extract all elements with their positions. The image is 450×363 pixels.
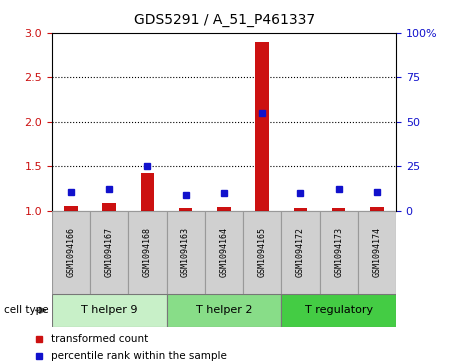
Text: GSM1094163: GSM1094163 <box>181 227 190 277</box>
Bar <box>166 294 281 327</box>
Bar <box>256 42 269 211</box>
Bar <box>205 211 243 294</box>
Bar <box>358 211 396 294</box>
Text: GSM1094174: GSM1094174 <box>373 227 382 277</box>
Bar <box>281 211 320 294</box>
Bar <box>217 207 230 211</box>
Bar <box>320 211 358 294</box>
Text: GSM1094166: GSM1094166 <box>67 227 76 277</box>
Text: transformed count: transformed count <box>51 334 148 344</box>
Text: GSM1094172: GSM1094172 <box>296 227 305 277</box>
Bar <box>179 208 192 211</box>
Bar <box>294 208 307 211</box>
Bar <box>90 211 128 294</box>
Bar <box>141 173 154 211</box>
Text: GSM1094164: GSM1094164 <box>220 227 228 277</box>
Text: T helper 2: T helper 2 <box>196 305 252 315</box>
Bar <box>64 206 77 211</box>
Text: GSM1094168: GSM1094168 <box>143 227 152 277</box>
Bar <box>370 207 383 211</box>
Bar <box>332 208 345 211</box>
Text: GDS5291 / A_51_P461337: GDS5291 / A_51_P461337 <box>135 13 315 27</box>
Bar <box>52 294 166 327</box>
Text: T regulatory: T regulatory <box>305 305 373 315</box>
Bar <box>128 211 166 294</box>
Text: cell type: cell type <box>4 305 49 315</box>
Text: percentile rank within the sample: percentile rank within the sample <box>51 351 227 361</box>
Text: T helper 9: T helper 9 <box>81 305 137 315</box>
Text: GSM1094173: GSM1094173 <box>334 227 343 277</box>
Text: GSM1094167: GSM1094167 <box>104 227 113 277</box>
Bar <box>243 211 281 294</box>
Bar <box>52 211 90 294</box>
Bar <box>103 203 116 211</box>
Text: GSM1094165: GSM1094165 <box>257 227 266 277</box>
Bar <box>166 211 205 294</box>
Bar <box>281 294 396 327</box>
